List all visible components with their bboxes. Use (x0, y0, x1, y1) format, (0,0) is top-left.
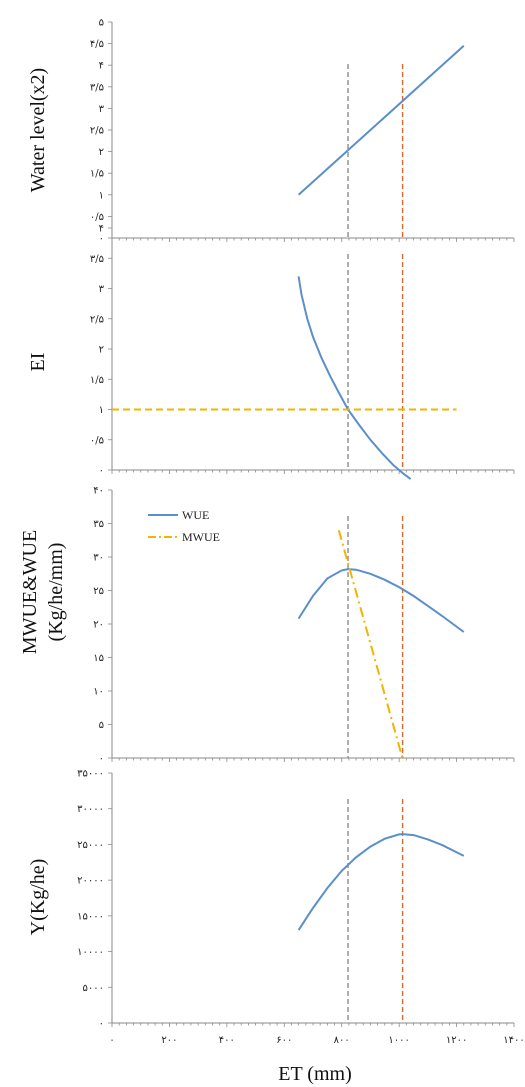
x-tick-label: ٨٠٠ (334, 1035, 350, 1046)
panel-4: ٠ ۵٠٠٠ ١٠٠٠٠ ١۵٠٠٠ ٢٠٠٠٠ ٢۵٠٠٠ ٣٠٠٠٠ ٣۵٠٠٠ Y(Kg/… (27, 769, 515, 1030)
y-tick-label: ١۵٠٠٠ (77, 911, 104, 922)
y-tick-label: ۴ (99, 61, 104, 72)
y-tick-label: ٢۵٠٠٠ (77, 840, 104, 851)
x-tick-label: ٠ (109, 1035, 114, 1046)
y-tick-label: ٣۵٠٠٠ (77, 769, 104, 780)
y-axis-label: EI (27, 353, 49, 372)
y-tick-label: ٠ (99, 1019, 104, 1030)
y-tick-label: ١/۵ (90, 169, 104, 180)
x-tick-label: ٢٠٠ (161, 1035, 177, 1046)
y-tick-label: ٢ (99, 345, 104, 356)
y-axis-label-line: Water level(x2) (27, 68, 49, 192)
y-tick-label: ٠ (99, 754, 104, 765)
y-tick-label: ٢٠ (93, 620, 104, 631)
y-tick-label: ١ (99, 190, 104, 201)
panel-2: ٠ ٠/۵ ١ ١/۵ ٢ ٢/۵ ٣ ٣/۵ ۴ EI (27, 224, 515, 480)
y-tick-label: ١۵ (93, 653, 104, 664)
y-tick-label: ١٠٠٠٠ (77, 947, 104, 958)
series-line-1 (297, 45, 465, 196)
y-tick-label: ۴٠ (93, 486, 104, 497)
y-tick-label: ٣ (99, 284, 105, 295)
y-tick-label: ۵٠٠٠ (83, 983, 104, 994)
y-axis-label-line: (Kg/he/mm) (45, 543, 67, 642)
y-tick-label: ٢/۵ (90, 314, 104, 325)
panel-3: ٠ ۵ ١٠ ١۵ ٢٠ ٢۵ ٣٠ ٣۵ ۴٠ MWUE&WUE (Kg/he/mm) WUE MWU… (19, 486, 515, 765)
panel-1: ٠ ٠/۵ ١ ١/۵ ٢ ٢/۵ ٣ ٣/۵ ۴ ۴/۵ ۵ Water level(x2) (27, 18, 515, 245)
y-tick-label: ٣٠ (93, 553, 104, 564)
y-tick-label: ۴/۵ (90, 39, 104, 50)
y-tick-label: ٢ (99, 147, 104, 158)
y-axis-label-line: Y(Kg/he) (27, 859, 49, 936)
y-tick-label: ٠ (99, 466, 104, 477)
series-line-mwue (337, 529, 405, 762)
legend-label: WUE (182, 508, 209, 522)
y-tick-label: ۴ (99, 224, 104, 235)
x-tick-label: ١٢٠٠ (446, 1035, 467, 1046)
x-axis-label: ET (mm) (278, 1063, 352, 1085)
y-tick-label: ۵ (99, 18, 104, 29)
y-tick-label: ٢/۵ (90, 126, 104, 137)
series-line-1 (297, 833, 465, 931)
y-tick-label: ٠/۵ (90, 435, 104, 446)
y-axis-label: MWUE&WUE (Kg/he/mm) (19, 530, 67, 654)
y-axis-label-line: EI (27, 353, 49, 372)
series-line-wue (297, 568, 465, 633)
x-tick-label: ۴٠٠ (219, 1035, 235, 1046)
y-tick-label: ٢٠٠٠٠ (77, 876, 104, 887)
series-line-1 (297, 276, 412, 480)
legend-label: MWUE (182, 530, 220, 544)
y-tick-label: ٣٠٠٠٠ (77, 804, 104, 815)
y-tick-label: ١ (99, 405, 104, 416)
y-tick-label: ٣۵ (93, 519, 104, 530)
y-tick-label: ٣/۵ (90, 82, 104, 93)
y-tick-label: ٠ (99, 234, 104, 245)
y-tick-label: ٢۵ (93, 586, 104, 597)
y-tick-label: ۵ (99, 720, 104, 731)
x-tick-label: ١۴٠٠ (503, 1035, 524, 1046)
y-tick-label: ١/۵ (90, 375, 104, 386)
x-tick-label: ۶٠٠ (276, 1035, 292, 1046)
y-axis-label: Water level(x2) (27, 68, 49, 192)
y-tick-label: ١٠ (93, 687, 104, 698)
y-tick-label: ٣ (99, 104, 105, 115)
y-tick-label: ٠/۵ (90, 212, 104, 223)
y-axis-label-line: MWUE&WUE (19, 530, 41, 654)
y-tick-label: ٣/۵ (90, 254, 104, 265)
y-axis-label: Y(Kg/he) (27, 859, 49, 936)
x-tick-label: ١٠٠٠ (388, 1035, 409, 1046)
